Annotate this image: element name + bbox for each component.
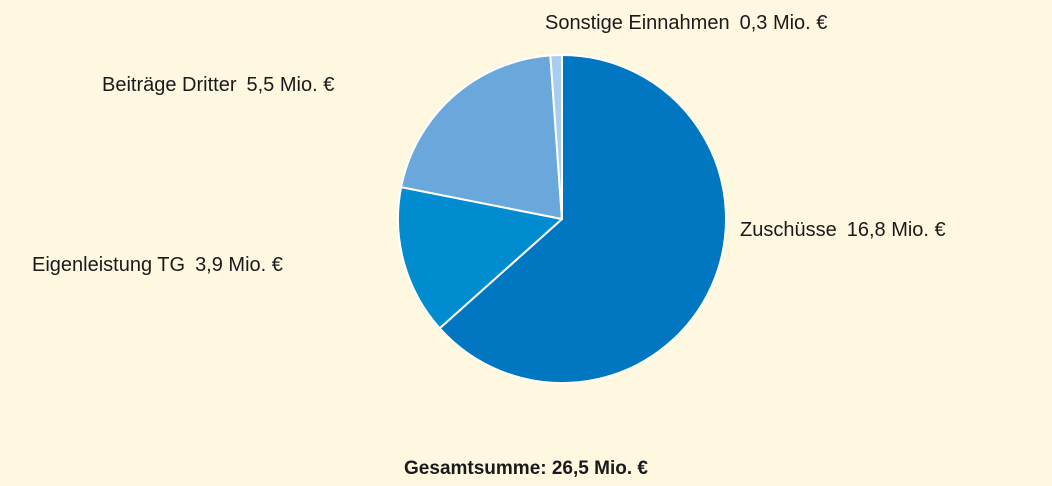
value-label: 3,9 Mio. € xyxy=(195,254,283,276)
pie-slice xyxy=(400,54,563,220)
value-label: 0,3 Mio. € xyxy=(740,12,828,34)
category-label: Beiträge Dritter xyxy=(102,74,237,96)
value-label: 16,8 Mio. € xyxy=(847,219,946,241)
slice-label: Eigenleistung TG 3,9 Mio. € xyxy=(32,254,283,276)
slice-label: Zuschüsse 16,8 Mio. € xyxy=(740,219,946,241)
slice-label: Beiträge Dritter 5,5 Mio. € xyxy=(102,74,334,96)
total-annotation: Gesamtsumme: 26,5 Mio. € xyxy=(404,458,648,479)
category-label: Zuschüsse xyxy=(740,219,837,241)
category-label: Eigenleistung TG xyxy=(32,254,185,276)
value-label: 5,5 Mio. € xyxy=(247,74,335,96)
slice-label: Sonstige Einnahmen 0,3 Mio. € xyxy=(545,12,827,34)
pie-slice xyxy=(438,54,727,384)
category-label: Sonstige Einnahmen xyxy=(545,12,730,34)
pie-slice xyxy=(549,54,563,220)
pie-slice xyxy=(397,186,563,330)
